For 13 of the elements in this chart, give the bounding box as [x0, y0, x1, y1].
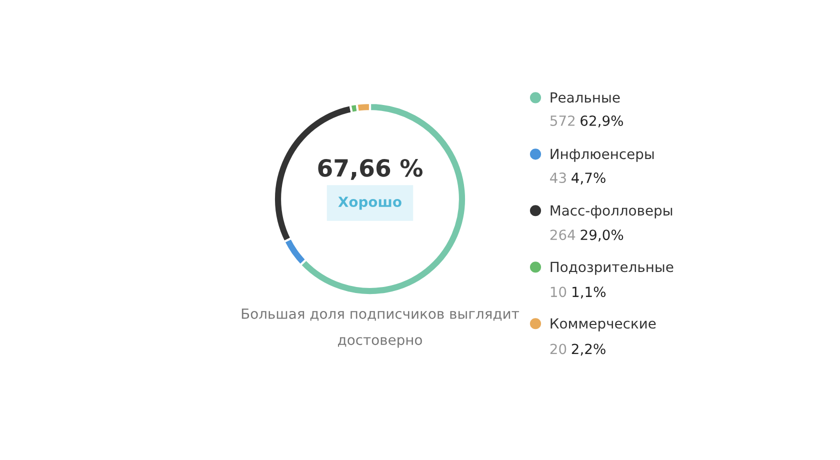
- data-label: 10 1,1%: [550, 286, 606, 299]
- text: 67,66 %: [318, 158, 423, 180]
- legend-label: Подозрительные: [550, 262, 674, 275]
- data-label: 43 4,7%: [550, 172, 606, 184]
- legend-label: Реальные: [550, 92, 620, 103]
- legend-label: Масс-фолловеры: [550, 205, 672, 218]
- data-label: 20 2,2%: [550, 344, 606, 356]
- legend-label: Коммерческие: [550, 318, 656, 332]
- legend-label: Инфлюенсеры: [550, 148, 654, 162]
- data-label: 264 29,0%: [550, 230, 624, 242]
- text: Большая доля подписчиков выглядит достоверно: [242, 308, 520, 348]
- text: Хорошо: [338, 196, 402, 210]
- data-label: 572 62,9%: [550, 115, 623, 128]
